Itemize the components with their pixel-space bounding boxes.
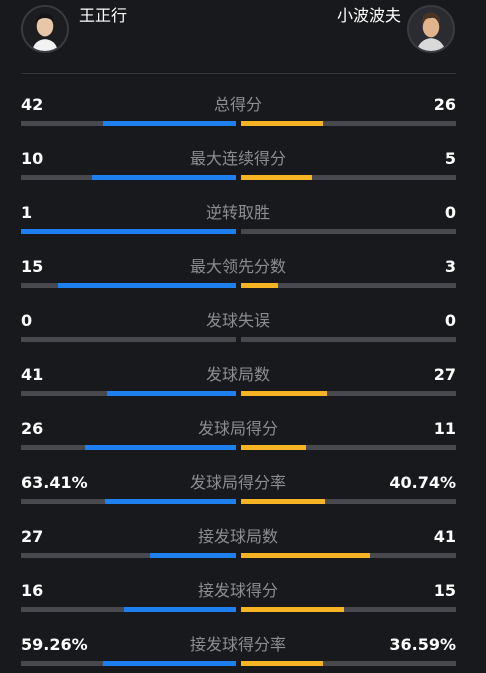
right-stat-bar-track — [241, 661, 456, 666]
stat-label: 总得分 — [213, 95, 262, 114]
right-stat-value: 0 — [444, 203, 456, 222]
left-stat-bar-fill — [105, 499, 236, 504]
left-stat-value: 26 — [21, 419, 44, 438]
right-stat-bar-fill — [241, 661, 323, 666]
left-stat-bar-track — [21, 607, 236, 612]
left-stat-value: 63.41% — [21, 473, 88, 492]
left-stat-value: 42 — [21, 95, 44, 114]
right-stat-bar-track — [241, 553, 456, 558]
left-stat-value: 59.26% — [21, 635, 88, 654]
right-stat-value: 27 — [433, 365, 456, 384]
right-stat-bar-fill — [241, 391, 327, 396]
left-stat-value: 15 — [21, 257, 44, 276]
right-stat-value: 5 — [444, 149, 456, 168]
header-divider — [21, 73, 456, 74]
right-player-avatar[interactable] — [407, 5, 455, 53]
stat-label: 接发球得分 — [197, 581, 278, 600]
right-stat-bar-track — [241, 391, 456, 396]
left-stat-bar-fill — [85, 445, 236, 450]
left-stat-bar-track — [21, 553, 236, 558]
left-stat-bar-fill — [150, 553, 236, 558]
right-stat-value: 0 — [444, 311, 456, 330]
stat-row: 0 发球失误 0 — [0, 311, 486, 351]
stat-row: 15 最大领先分数 3 — [0, 257, 486, 297]
left-stat-bar-fill — [21, 229, 236, 234]
stat-label: 发球局数 — [205, 365, 270, 384]
stat-label: 接发球得分率 — [189, 635, 286, 654]
stat-label: 逆转取胜 — [205, 203, 270, 222]
left-stat-bar-fill — [58, 283, 236, 288]
right-stat-value: 40.74% — [389, 473, 456, 492]
stat-label: 最大领先分数 — [189, 257, 286, 276]
stat-label: 发球局得分 — [197, 419, 278, 438]
right-stat-value: 11 — [433, 419, 456, 438]
right-stat-bar-track — [241, 175, 456, 180]
left-player-name[interactable]: 王正行 — [79, 6, 128, 25]
right-stat-bar-fill — [241, 607, 344, 612]
stat-row: 59.26% 接发球得分率 36.59% — [0, 635, 486, 673]
stat-label: 接发球局数 — [197, 527, 278, 546]
stat-row: 10 最大连续得分 5 — [0, 149, 486, 189]
right-stat-bar-track — [241, 229, 456, 234]
right-stat-bar-track — [241, 337, 456, 342]
right-player-name[interactable]: 小波波夫 — [336, 6, 401, 25]
left-stat-value: 0 — [21, 311, 33, 330]
left-stat-value: 27 — [21, 527, 44, 546]
left-stat-bar-fill — [124, 607, 236, 612]
right-stat-bar-fill — [241, 553, 370, 558]
left-stat-bar-track — [21, 661, 236, 666]
left-stat-bar-fill — [103, 121, 236, 126]
left-player-avatar[interactable] — [21, 5, 69, 53]
left-stat-bar-fill — [107, 391, 236, 396]
left-stat-value: 41 — [21, 365, 44, 384]
stat-label: 最大连续得分 — [189, 149, 286, 168]
left-stat-bar-track — [21, 121, 236, 126]
right-stat-value: 36.59% — [389, 635, 456, 654]
player-avatar-icon — [23, 7, 67, 51]
right-stat-bar-track — [241, 445, 456, 450]
player-avatar-icon — [409, 7, 453, 51]
left-stat-bar-track — [21, 175, 236, 180]
left-stat-value: 16 — [21, 581, 44, 600]
right-stat-bar-track — [241, 607, 456, 612]
right-stat-bar-fill — [241, 175, 312, 180]
stat-row: 26 发球局得分 11 — [0, 419, 486, 459]
stat-row: 42 总得分 26 — [0, 95, 486, 135]
left-stat-value: 10 — [21, 149, 44, 168]
stat-label: 发球失误 — [205, 311, 270, 330]
stat-row: 41 发球局数 27 — [0, 365, 486, 405]
right-stat-bar-track — [241, 283, 456, 288]
right-stat-bar-fill — [241, 121, 323, 126]
right-stat-bar-fill — [241, 283, 278, 288]
left-stat-bar-fill — [103, 661, 236, 666]
left-stat-value: 1 — [21, 203, 33, 222]
left-stat-bar-track — [21, 499, 236, 504]
right-stat-bar-fill — [241, 499, 325, 504]
right-stat-value: 41 — [433, 527, 456, 546]
right-stat-bar-fill — [241, 445, 306, 450]
stat-row: 27 接发球局数 41 — [0, 527, 486, 567]
left-stat-bar-track — [21, 283, 236, 288]
right-stat-bar-track — [241, 499, 456, 504]
stat-row: 16 接发球得分 15 — [0, 581, 486, 621]
right-stat-value: 26 — [433, 95, 456, 114]
players-header: 王正行 小波波夫 — [0, 0, 486, 74]
left-stat-bar-track — [21, 229, 236, 234]
left-stat-bar-track — [21, 445, 236, 450]
left-stat-bar-track — [21, 391, 236, 396]
stat-label: 发球局得分率 — [189, 473, 286, 492]
left-stat-bar-track — [21, 337, 236, 342]
right-stat-value: 3 — [444, 257, 456, 276]
right-stat-bar-track — [241, 121, 456, 126]
left-stat-bar-fill — [92, 175, 236, 180]
stat-row: 63.41% 发球局得分率 40.74% — [0, 473, 486, 513]
right-stat-value: 15 — [433, 581, 456, 600]
stat-row: 1 逆转取胜 0 — [0, 203, 486, 243]
